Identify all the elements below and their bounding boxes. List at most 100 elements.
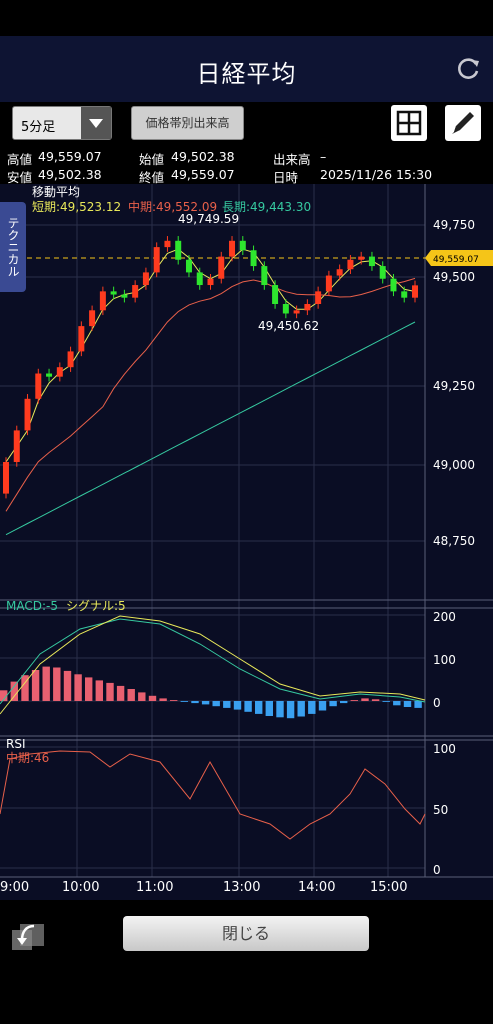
macd-bar	[31, 670, 40, 701]
grid-lines	[0, 184, 493, 878]
macd-bar	[159, 698, 167, 701]
candle-body	[347, 259, 354, 270]
signal-line	[0, 615, 426, 715]
macd-bar	[21, 675, 29, 701]
technical-tab[interactable]: テクニカル	[0, 202, 26, 292]
macd-bar	[414, 701, 422, 708]
rsi-tick: 0	[433, 863, 441, 877]
low-annotation: 49,450.62	[258, 319, 319, 333]
layout-button[interactable]	[391, 105, 427, 141]
candle-body	[132, 285, 139, 298]
candle-body	[46, 373, 53, 377]
candle-body	[99, 291, 106, 311]
macd-panel	[0, 615, 426, 719]
high-annotation: 49,749.59	[178, 212, 239, 226]
macd-bar	[297, 701, 305, 717]
high-label: 高値	[7, 152, 33, 167]
macd-bar	[201, 701, 210, 705]
macd-tick: 0	[433, 696, 441, 710]
candle-body	[358, 256, 365, 260]
candle-body	[272, 285, 279, 304]
time-tick: 14:00	[298, 880, 335, 895]
candle-body	[325, 275, 332, 292]
macd-bar	[361, 698, 369, 701]
macd-bar	[393, 701, 401, 706]
macd-bar	[74, 674, 82, 701]
candle-body	[175, 240, 182, 260]
chart-canvas: 49,750 49,500 49,250 49,000 48,750 49,55…	[0, 184, 493, 895]
macd-bar	[191, 701, 199, 704]
macd-bar	[233, 701, 242, 710]
interval-select[interactable]: 5分足	[12, 106, 112, 140]
macd-label: MACD:-5	[6, 599, 58, 613]
macd-bar	[106, 682, 114, 701]
volume-label: 出来高	[273, 152, 311, 167]
candle-body	[368, 256, 375, 267]
candle-body	[293, 310, 300, 314]
macd-bar	[371, 699, 380, 701]
back-icon[interactable]	[8, 914, 48, 954]
time-label: 日時	[273, 170, 299, 185]
candle-body	[239, 240, 246, 251]
price-tick: 49,250	[433, 379, 475, 393]
macd-bar	[53, 667, 61, 701]
ma-mid: 中期:49,552.09	[128, 199, 217, 214]
high-value: 49,559.07	[38, 149, 102, 164]
open-label: 始値	[139, 152, 165, 167]
macd-bar	[42, 666, 50, 701]
ma-title: 移動平均	[32, 185, 80, 199]
macd-bar	[223, 701, 231, 708]
candle-body	[229, 240, 236, 257]
macd-bar	[340, 701, 348, 704]
candles	[3, 236, 418, 499]
macd-bar	[0, 690, 8, 702]
grid-icon	[396, 110, 422, 136]
close-button[interactable]: 閉じる	[123, 916, 369, 951]
candle-body	[304, 304, 311, 311]
macd-bar	[148, 695, 157, 701]
macd-bar	[276, 701, 284, 718]
ma-lines	[5, 248, 416, 536]
pencil-icon	[452, 112, 474, 134]
draw-button[interactable]	[445, 105, 481, 141]
macd-bar	[63, 670, 72, 701]
page-title: 日経平均	[196, 60, 297, 88]
macd-bar	[85, 677, 93, 701]
candle-body	[185, 259, 192, 273]
candle-body	[401, 291, 408, 298]
rsi-line	[0, 750, 426, 840]
macd-bar	[138, 692, 146, 701]
refresh-icon[interactable]	[455, 56, 481, 82]
volume-profile-button[interactable]: 価格帯別出来高	[131, 106, 244, 140]
rsi-mid: 中期:46	[6, 750, 49, 765]
candle-body	[78, 326, 85, 352]
candle-body	[67, 351, 74, 368]
candle-body	[164, 240, 171, 248]
macd-bar	[10, 681, 18, 701]
low-label: 安値	[7, 170, 33, 185]
candle-body	[390, 278, 397, 292]
macd-bar	[286, 701, 295, 719]
candle-body	[379, 266, 386, 279]
candle-body	[412, 285, 418, 298]
rsi-title: RSI	[6, 737, 26, 751]
mid-ma-line	[5, 277, 416, 512]
macd-bar	[318, 701, 327, 711]
macd-bar	[350, 700, 358, 701]
candle-body	[3, 462, 9, 494]
candle-body	[218, 256, 225, 279]
close-value: 49,559.07	[171, 167, 235, 182]
candle-body	[24, 398, 31, 431]
candle-body	[250, 250, 257, 267]
current-price-tag	[425, 250, 493, 266]
current-price: 49,559.07	[433, 255, 479, 265]
candle-body	[261, 266, 268, 286]
macd-bar	[180, 701, 188, 702]
macd-bar	[255, 701, 263, 714]
candle-body	[13, 430, 20, 462]
ma-long: 長期:49,443.30	[222, 200, 311, 214]
macd-bar	[170, 700, 178, 701]
macd-bar	[308, 701, 316, 714]
macd-bar	[244, 701, 252, 712]
chart-area[interactable]: 49,750 49,500 49,250 49,000 48,750 49,55…	[0, 184, 493, 900]
